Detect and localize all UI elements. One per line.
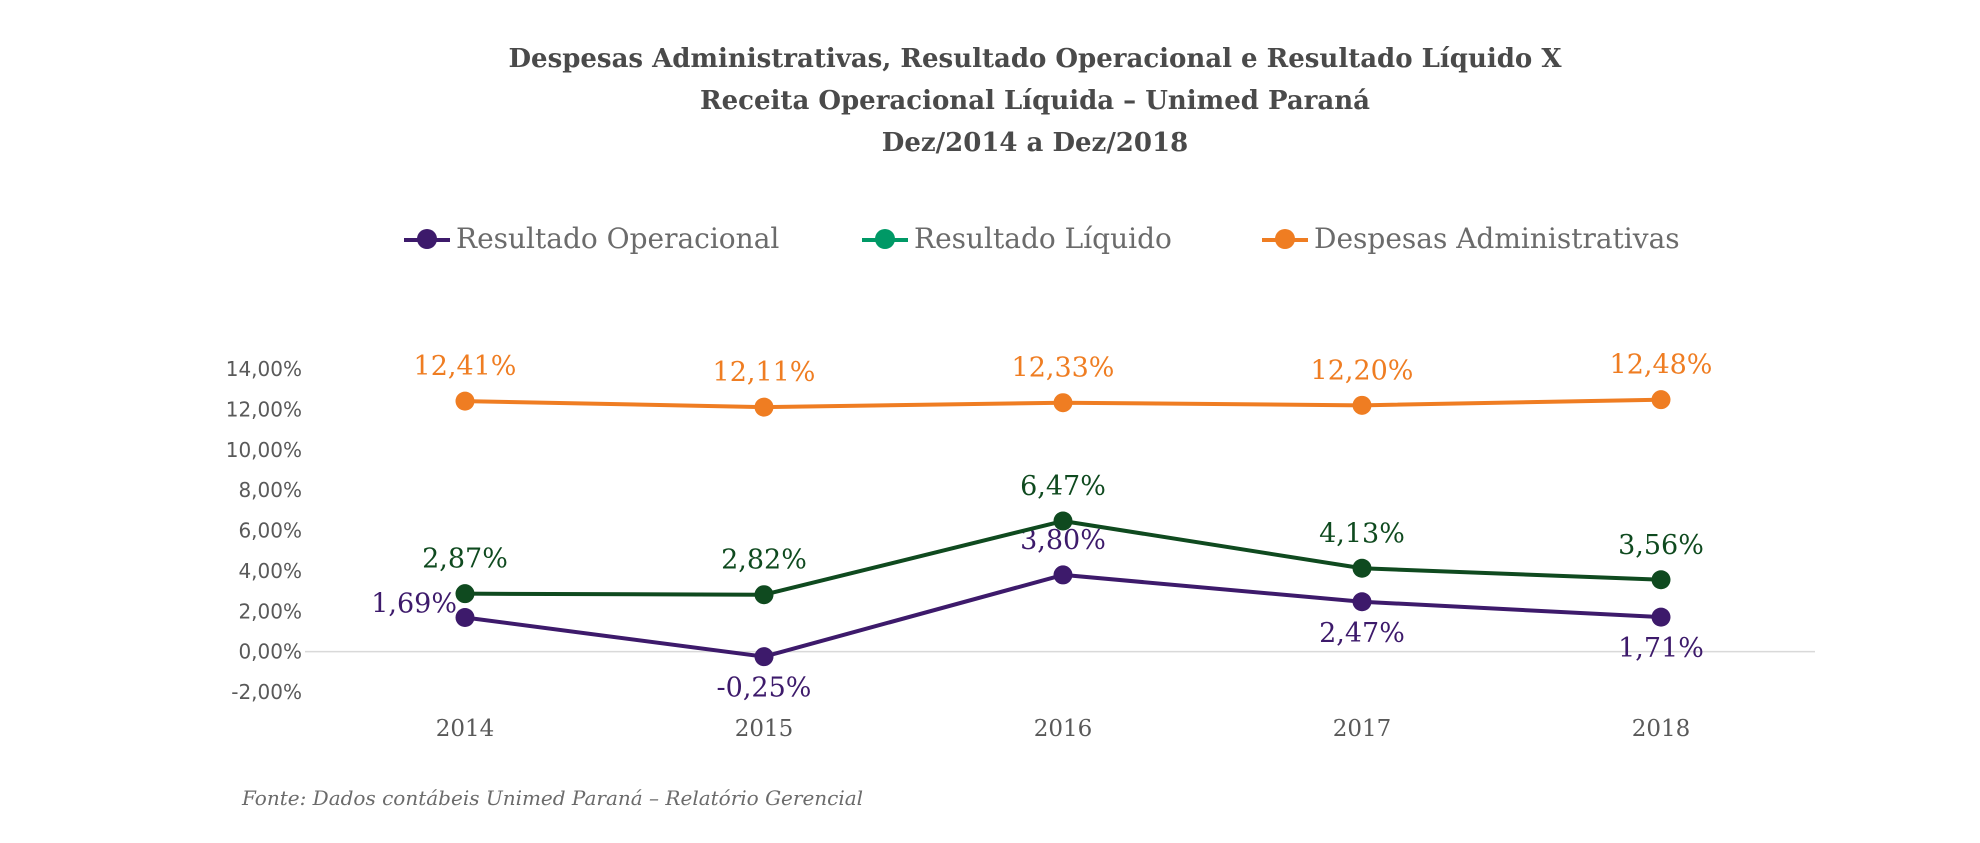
legend-item-despesas-administrativas: Despesas Administrativas: [1262, 222, 1680, 255]
legend-label-resultado-operacional: Resultado Operacional: [456, 222, 780, 255]
point-despesas-administrativas: [1352, 395, 1372, 415]
x-tick-label: 2014: [436, 716, 495, 742]
data-label-resultado-operacional: -0,25%: [717, 673, 812, 704]
y-tick-label: 10,00%: [226, 438, 302, 462]
legend-item-resultado-operacional: Resultado Operacional: [404, 222, 779, 255]
point-resultado-liquido: [1651, 570, 1671, 590]
legend-swatch-resultado-operacional: [404, 227, 450, 251]
data-label-resultado-liquido: 2,87%: [422, 544, 508, 575]
data-label-resultado-operacional: 1,71%: [1618, 633, 1704, 664]
data-label-resultado-operacional: 2,47%: [1319, 618, 1405, 649]
point-resultado-operacional: [455, 608, 475, 628]
x-tick-label: 2016: [1034, 716, 1093, 742]
title-line-1: Despesas Administrativas, Resultado Oper…: [508, 44, 1562, 74]
series-line-resultado-operacional: [464, 572, 1662, 659]
data-label-despesas-administrativas: 12,41%: [414, 351, 517, 382]
point-despesas-administrativas: [1053, 393, 1073, 413]
data-label-despesas-administrativas: 12,48%: [1610, 350, 1713, 381]
point-resultado-liquido: [455, 584, 475, 604]
y-tick-label: 2,00%: [238, 599, 302, 623]
title-line-3: Dez/2014 a Dez/2018: [881, 128, 1189, 158]
data-label-resultado-liquido: 2,82%: [721, 545, 807, 576]
point-resultado-operacional: [1053, 565, 1073, 585]
data-label-despesas-administrativas: 12,11%: [713, 357, 816, 388]
title-line-2: Receita Operacional Líquida – Unimed Par…: [700, 86, 1370, 116]
point-resultado-operacional: [1352, 592, 1372, 612]
data-label-despesas-administrativas: 12,33%: [1012, 353, 1115, 384]
y-tick-label: 6,00%: [238, 519, 302, 543]
x-tick-label: 2018: [1632, 716, 1691, 742]
legend-label-despesas-administrativas: Despesas Administrativas: [1314, 222, 1680, 255]
chart-title: Despesas Administrativas, Resultado Oper…: [0, 38, 1980, 164]
point-despesas-administrativas: [754, 397, 774, 417]
point-resultado-liquido: [1352, 558, 1372, 578]
y-tick-label: 12,00%: [226, 397, 302, 421]
point-resultado-liquido: [754, 585, 774, 605]
data-label-resultado-liquido: 4,13%: [1319, 518, 1405, 549]
y-tick-label: 0,00%: [238, 640, 302, 664]
data-label-resultado-operacional: 1,69%: [371, 589, 457, 620]
point-resultado-liquido: [1053, 511, 1073, 531]
source-note: Fonte: Dados contábeis Unimed Paraná – R…: [242, 786, 864, 810]
data-label-resultado-liquido: 6,47%: [1020, 471, 1106, 502]
data-label-despesas-administrativas: 12,20%: [1311, 355, 1414, 386]
point-resultado-operacional: [1651, 607, 1671, 627]
y-tick-label: 8,00%: [238, 478, 302, 502]
legend-swatch-resultado-liquido: [862, 227, 908, 251]
data-label-resultado-liquido: 3,56%: [1618, 530, 1704, 561]
y-tick-label: 14,00%: [226, 357, 302, 381]
legend-label-resultado-liquido: Resultado Líquido: [914, 222, 1172, 255]
x-tick-label: 2017: [1333, 716, 1392, 742]
chart-legend: Resultado Operacional Resultado Líquido …: [0, 222, 1980, 262]
legend-swatch-despesas-administrativas: [1262, 227, 1308, 251]
x-tick-label: 2015: [735, 716, 794, 742]
y-tick-label: 4,00%: [238, 559, 302, 583]
legend-item-resultado-liquido: Resultado Líquido: [862, 222, 1172, 255]
point-despesas-administrativas: [1651, 390, 1671, 410]
y-tick-label: -2,00%: [231, 680, 302, 704]
point-resultado-operacional: [754, 647, 774, 667]
point-despesas-administrativas: [455, 391, 475, 411]
